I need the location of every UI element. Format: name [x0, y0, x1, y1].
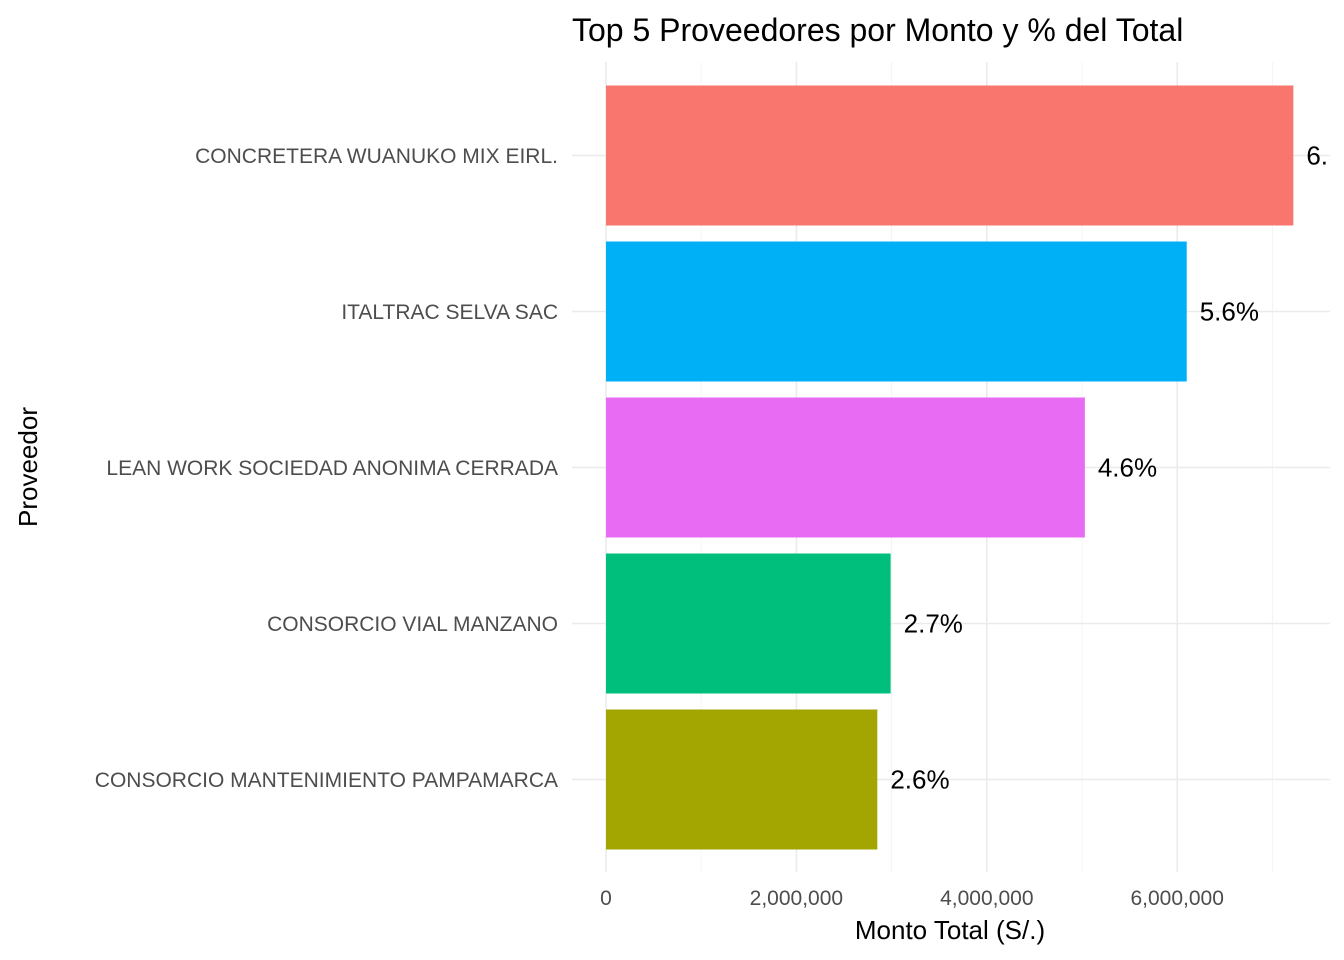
- y-tick-label: CONSORCIO MANTENIMIENTO PAMPAMARCA: [95, 769, 558, 792]
- data-label: 4.6%: [1098, 453, 1157, 483]
- bar: [606, 85, 1294, 226]
- x-tick-label: 6,000,000: [1130, 887, 1223, 910]
- data-label: 2.6%: [890, 765, 949, 795]
- bar: [606, 241, 1187, 382]
- x-axis-title: Monto Total (S/.): [855, 915, 1045, 945]
- x-axis-tick-labels: 0 2,000,000 4,000,000 6,000,000: [600, 887, 1224, 910]
- x-tick-label: 0: [600, 887, 612, 910]
- y-axis-tick-labels: CONCRETERA WUANUKO MIX EIRL. ITALTRAC SEL…: [95, 145, 558, 792]
- y-tick-label: LEAN WORK SOCIEDAD ANONIMA CERRADA: [106, 457, 558, 480]
- data-label: 2.7%: [904, 609, 963, 639]
- y-axis-title: Proveedor: [13, 407, 43, 527]
- x-tick-label: 4,000,000: [940, 887, 1033, 910]
- data-label: 6.: [1306, 141, 1328, 171]
- bar: [606, 397, 1085, 538]
- y-tick-label: ITALTRAC SELVA SAC: [341, 301, 558, 324]
- y-tick-label: CONCRETERA WUANUKO MIX EIRL.: [195, 145, 558, 168]
- data-label: 5.6%: [1200, 297, 1259, 327]
- x-tick-label: 2,000,000: [750, 887, 843, 910]
- chart-title: Top 5 Proveedores por Monto y % del Tota…: [572, 12, 1183, 48]
- y-tick-label: CONSORCIO VIAL MANZANO: [267, 613, 558, 636]
- data-labels: 6. 5.6% 4.6% 2.7% 2.6%: [890, 141, 1328, 795]
- bar: [606, 553, 891, 694]
- bars: [606, 85, 1294, 850]
- bar: [606, 709, 878, 850]
